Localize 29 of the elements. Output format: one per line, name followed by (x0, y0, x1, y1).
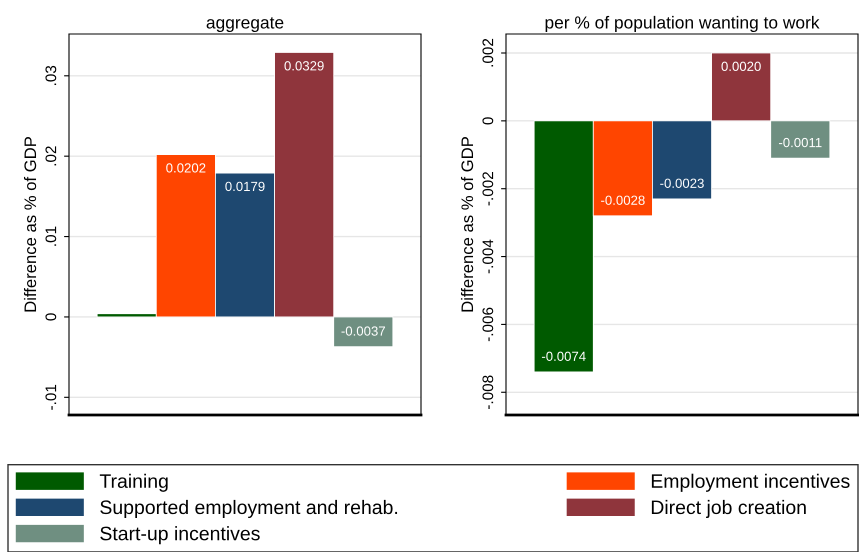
y-tick-label: .01 (45, 226, 56, 246)
data-label: -0.0028 (601, 196, 645, 205)
data-label: -0.0011 (778, 138, 822, 148)
y-tick-label: .002 (482, 38, 494, 66)
legend-label: Direct job creation (652, 500, 806, 518)
y-tick-label: .03 (45, 66, 56, 86)
y-tick-label: -.002 (482, 172, 494, 206)
chart-title: per % of population wanting to work (546, 16, 820, 32)
legend-label: Employment incentives (652, 474, 850, 492)
data-label: 0.0179 (225, 182, 265, 192)
legend-label: Training (100, 474, 168, 492)
legend-label: Supported employment and rehab. (100, 500, 398, 518)
chart-title: aggregate (206, 17, 284, 32)
data-label: -0.0074 (542, 352, 586, 361)
y-tick-label: -.008 (482, 376, 494, 409)
y-tick-label: -.004 (482, 240, 494, 274)
data-label: 0.0020 (721, 62, 761, 72)
data-label: 0.0202 (166, 163, 206, 173)
data-label: -0.0023 (660, 178, 704, 188)
y-tick-label: 0 (482, 117, 494, 125)
y-axis-title: Difference as % of GDP (460, 137, 474, 312)
y-tick-label: -.006 (482, 308, 494, 342)
y-axis-title: Difference as % of GDP (24, 137, 36, 312)
y-tick-label: 0 (45, 313, 56, 321)
data-label: -0.0037 (341, 326, 385, 336)
data-label: 0.0329 (284, 61, 324, 71)
legend-label: Start-up incentives (100, 526, 260, 544)
y-tick-label: -.01 (45, 384, 56, 410)
y-tick-label: .02 (45, 146, 56, 166)
